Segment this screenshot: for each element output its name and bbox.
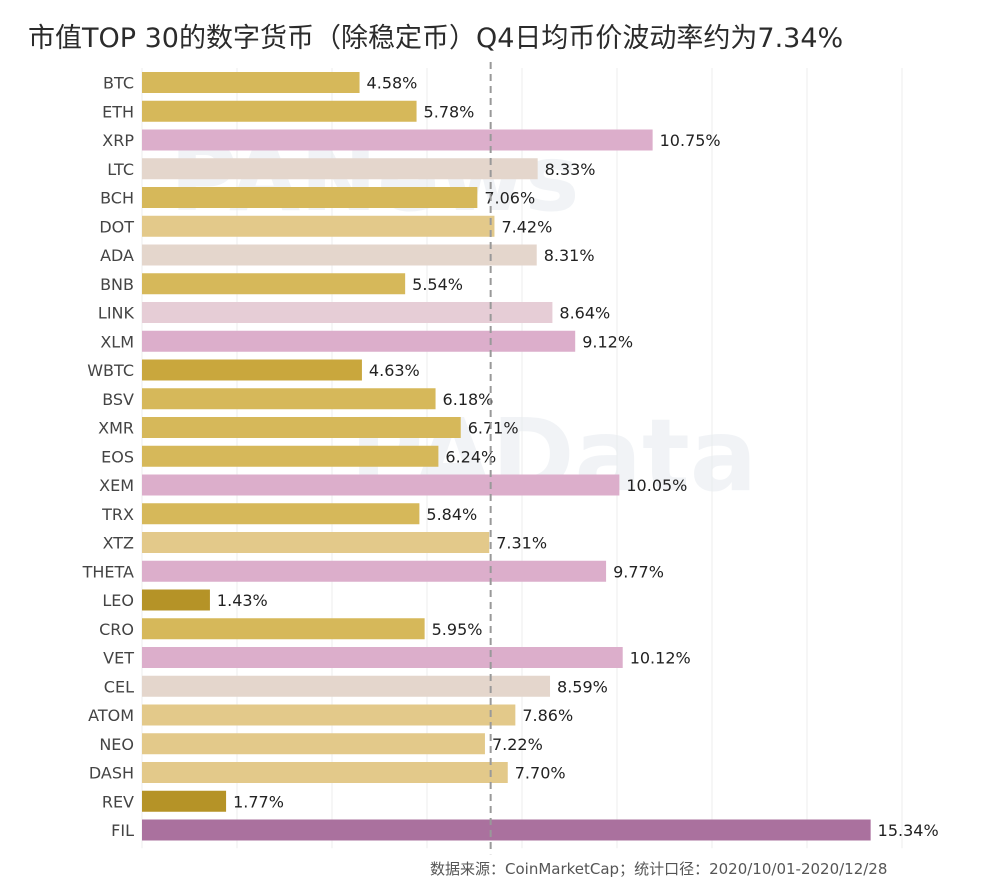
category-label: VET xyxy=(103,649,134,668)
category-label: TRX xyxy=(101,505,134,524)
bar-eth xyxy=(142,100,417,122)
value-label: 10.75% xyxy=(660,131,721,150)
value-label: 5.84% xyxy=(426,505,477,524)
category-label: EOS xyxy=(101,447,134,466)
bar-ltc xyxy=(142,158,538,180)
category-label: LINK xyxy=(98,304,135,323)
value-label: 1.77% xyxy=(233,792,284,811)
value-label: 5.78% xyxy=(424,102,475,121)
value-label: 5.54% xyxy=(412,275,463,294)
value-label: 7.70% xyxy=(515,764,566,783)
chart-title: 市值TOP 30的数字货币（除稳定币）Q4日均币价波动率约为7.34% xyxy=(28,23,844,54)
bar-eos xyxy=(142,445,439,467)
value-label: 9.77% xyxy=(613,562,664,581)
category-label: ATOM xyxy=(88,706,134,725)
category-label: ADA xyxy=(100,246,134,265)
value-label: 8.31% xyxy=(544,246,595,265)
value-label: 10.12% xyxy=(630,649,691,668)
bar-link xyxy=(142,302,553,323)
value-label: 7.86% xyxy=(522,706,573,725)
category-label: XLM xyxy=(100,332,134,351)
value-label: 7.06% xyxy=(484,189,535,208)
bar-cro xyxy=(142,618,425,640)
category-label: FIL xyxy=(111,821,134,840)
bar-ada xyxy=(142,244,537,266)
bar-theta xyxy=(142,560,607,582)
category-label: BNB xyxy=(100,275,134,294)
bars-layer: BTC 4.58% ETH 5.78% XRP 10.75% LTC 8.33% BCH 7.06… xyxy=(82,72,939,841)
category-label: DASH xyxy=(89,764,134,783)
bar-xmr xyxy=(142,417,461,438)
category-label: XRP xyxy=(102,131,134,150)
value-label: 6.71% xyxy=(468,419,519,438)
bar-leo xyxy=(142,589,210,611)
bar-vet xyxy=(142,647,623,668)
category-label: WBTC xyxy=(87,361,134,380)
category-label: LTC xyxy=(107,160,134,179)
bar-fil xyxy=(142,819,871,841)
category-label: XEM xyxy=(99,476,134,495)
category-label: NEO xyxy=(99,735,134,754)
bar-dash xyxy=(142,762,508,783)
bar-neo xyxy=(142,733,485,755)
category-label: ETH xyxy=(102,102,134,121)
bar-cel xyxy=(142,675,551,697)
bar-bch xyxy=(142,187,478,208)
value-label: 7.42% xyxy=(501,217,552,236)
category-label: LEO xyxy=(102,591,134,610)
category-label: CEL xyxy=(104,677,134,696)
bar-dot xyxy=(142,215,495,237)
value-label: 7.31% xyxy=(496,534,547,553)
category-label: BTC xyxy=(103,74,134,93)
value-label: 5.95% xyxy=(432,620,483,639)
category-label: BCH xyxy=(100,189,134,208)
category-label: THETA xyxy=(82,562,134,581)
category-label: DOT xyxy=(99,217,134,236)
value-label: 6.18% xyxy=(443,390,494,409)
bar-wbtc xyxy=(142,359,362,381)
bar-atom xyxy=(142,704,516,726)
category-label: CRO xyxy=(99,620,134,639)
value-label: 15.34% xyxy=(878,821,939,840)
bar-trx xyxy=(142,503,420,525)
bar-xem xyxy=(142,474,620,496)
bar-xlm xyxy=(142,330,576,352)
bar-xtz xyxy=(142,532,490,553)
value-label: 8.33% xyxy=(545,160,596,179)
value-label: 6.24% xyxy=(445,447,496,466)
bar-xrp xyxy=(142,129,653,151)
value-label: 8.59% xyxy=(557,677,608,696)
bar-bnb xyxy=(142,273,406,295)
category-label: BSV xyxy=(102,390,134,409)
bar-btc xyxy=(142,72,360,93)
value-label: 1.43% xyxy=(217,591,268,610)
value-label: 9.12% xyxy=(582,332,633,351)
category-label: XMR xyxy=(98,419,134,438)
value-label: 4.63% xyxy=(369,361,420,380)
value-label: 10.05% xyxy=(626,476,687,495)
source-note: 数据来源：CoinMarketCap；统计口径：2020/10/01-2020/… xyxy=(430,860,888,878)
category-label: REV xyxy=(102,792,134,811)
value-label: 4.58% xyxy=(367,74,418,93)
value-label: 8.64% xyxy=(559,304,610,323)
category-label: XTZ xyxy=(103,534,134,553)
value-label: 7.22% xyxy=(492,735,543,754)
bar-bsv xyxy=(142,388,436,410)
bar-rev xyxy=(142,790,227,812)
